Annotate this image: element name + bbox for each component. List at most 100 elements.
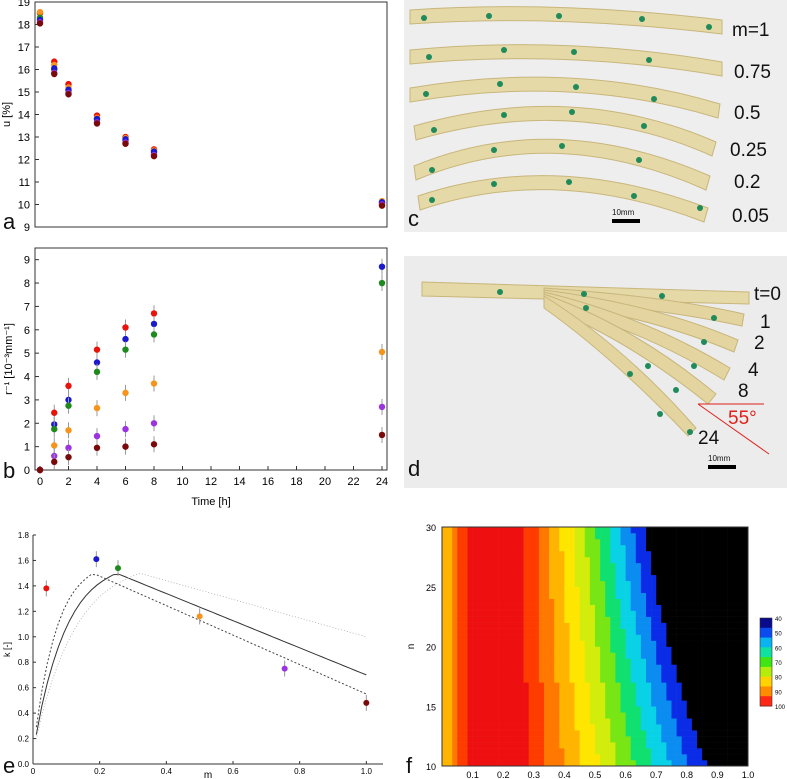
heatmap-cell <box>549 706 555 713</box>
heatmap-cell <box>610 754 616 761</box>
heatmap-cell <box>533 616 540 623</box>
heatmap-cell <box>589 622 596 629</box>
heatmap-cell <box>737 604 744 611</box>
heatmap-cell <box>452 580 458 588</box>
heatmap-cell <box>625 682 631 689</box>
heatmap-cell <box>691 538 698 546</box>
heatmap-cell <box>589 676 596 683</box>
heatmap-cell <box>666 580 672 588</box>
heatmap-cell <box>569 592 575 599</box>
heatmap-cell <box>697 556 703 564</box>
heatmap-cell <box>467 580 473 588</box>
heatmap-cell <box>630 760 637 767</box>
heatmap-cell <box>717 736 723 743</box>
heatmap-cell <box>467 634 473 641</box>
heatmap-cell <box>513 706 519 713</box>
heatmap-cell <box>554 712 560 719</box>
heatmap-cell <box>732 730 739 737</box>
heatmap-cell <box>457 700 463 707</box>
heatmap-cell <box>457 604 463 611</box>
heatmap-cell <box>487 628 494 635</box>
heatmap-cell <box>574 538 580 546</box>
heatmap-cell <box>737 718 744 725</box>
heatmap-cell <box>615 598 621 605</box>
heatmap-cell <box>661 742 667 749</box>
heatmap-cell <box>523 538 529 546</box>
heatmap-cell <box>737 622 744 629</box>
heatmap-cell <box>452 682 458 689</box>
heatmap-cell <box>630 634 637 641</box>
heatmap-cell <box>630 616 637 623</box>
heatmap-cell <box>477 700 484 707</box>
heatmap-cell <box>727 718 733 725</box>
heatmap-cell <box>462 742 468 749</box>
heatmap-cell <box>538 622 545 629</box>
heatmap-cell <box>477 622 484 629</box>
heatmap-cell <box>712 538 718 546</box>
x-tick-label: 0.9 <box>711 770 724 779</box>
heatmap-cell <box>656 586 662 594</box>
heatmap-cell <box>493 640 499 647</box>
heatmap-cell <box>646 700 652 707</box>
heatmap-cell <box>600 724 606 731</box>
heatmap-cell <box>620 658 626 665</box>
heatmap-cell <box>528 664 535 671</box>
heatmap-cell <box>722 700 728 707</box>
colorbar-tick-label: 60 <box>775 646 782 652</box>
heatmap-cell <box>600 532 606 540</box>
heatmap-cell <box>523 574 529 582</box>
heatmap-cell <box>523 682 529 689</box>
heatmap-cell <box>513 527 519 534</box>
heatmap-cell <box>600 682 606 689</box>
heatmap-cell <box>707 586 713 594</box>
heatmap-cell <box>584 640 591 647</box>
heatmap-cell <box>493 748 499 755</box>
heatmap-cell <box>498 616 504 623</box>
heatmap-cell <box>646 718 652 725</box>
heatmap-cell <box>508 664 514 671</box>
heatmap-cell <box>707 712 713 719</box>
heatmap-cell <box>697 754 703 761</box>
heatmap-cell <box>620 544 626 552</box>
heatmap-cell <box>508 742 514 749</box>
heatmap-cell <box>442 694 448 701</box>
heatmap-cell <box>651 646 657 653</box>
heatmap-cell <box>493 706 499 713</box>
heatmap-cell <box>579 598 586 605</box>
heatmap-cell <box>722 682 728 689</box>
heatmap-cell <box>528 556 535 564</box>
heatmap-cell <box>666 736 672 743</box>
heatmap-cell <box>640 736 647 743</box>
heatmap-cell <box>452 676 458 683</box>
heatmap-cell <box>630 538 637 546</box>
heatmap-cell <box>498 556 504 564</box>
heatmap-cell <box>482 622 489 629</box>
heatmap-cell <box>482 742 489 749</box>
heatmap-cell <box>498 538 504 546</box>
heatmap-cell <box>584 556 591 564</box>
heatmap-cell <box>589 598 596 605</box>
heatmap-cell <box>620 604 626 611</box>
heatmap-cell <box>533 736 540 743</box>
heatmap-cell <box>732 640 739 647</box>
y-tick-label: 16 <box>18 65 30 77</box>
heatmap-cell <box>661 634 667 641</box>
heatmap-cell <box>523 742 529 749</box>
heatmap-cell <box>717 622 723 629</box>
heatmap-cell <box>630 610 637 617</box>
heatmap-cell <box>661 574 667 582</box>
heatmap-cell <box>717 628 723 635</box>
heatmap-cell <box>589 760 596 767</box>
heatmap-cell <box>523 754 529 761</box>
heatmap-cell <box>477 730 484 737</box>
heatmap-cell <box>452 616 458 623</box>
heatmap-cell <box>651 694 657 701</box>
heatmap-cell <box>640 568 647 576</box>
heatmap-cell <box>498 586 504 594</box>
heatmap-cell <box>722 622 728 629</box>
heatmap-cell <box>477 610 484 617</box>
heatmap-cell <box>712 736 718 743</box>
heatmap-cell <box>676 568 682 576</box>
heatmap-cell <box>472 754 478 761</box>
heatmap-cell <box>579 706 586 713</box>
